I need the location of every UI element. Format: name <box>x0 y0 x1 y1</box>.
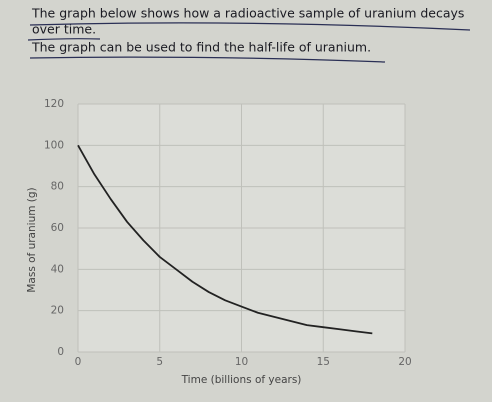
intro-line: The graph can be used to find the half-l… <box>31 40 371 55</box>
y-axis-label: Mass of uranium (g) <box>26 187 38 292</box>
y-tick-label: 80 <box>51 181 64 193</box>
x-tick-label: 5 <box>156 356 163 368</box>
y-tick-label: 120 <box>44 98 64 110</box>
y-tick-label: 60 <box>51 222 64 234</box>
x-tick-label: 10 <box>235 356 248 368</box>
pen-underline <box>27 22 471 63</box>
intro-line: The graph below shows how a radioactive … <box>31 6 464 21</box>
y-tick-label: 40 <box>51 263 64 275</box>
x-axis-label: Time (billions of years) <box>181 374 302 386</box>
y-tick-label: 20 <box>51 305 64 317</box>
intro-line: over time. <box>32 22 96 37</box>
x-tick-label: 20 <box>398 356 411 368</box>
decay-curve <box>77 144 373 335</box>
y-tick-label: 0 <box>57 346 64 358</box>
y-tick-label: 100 <box>44 139 64 151</box>
x-tick-label: 15 <box>317 356 330 368</box>
x-tick-label: 0 <box>75 356 82 368</box>
